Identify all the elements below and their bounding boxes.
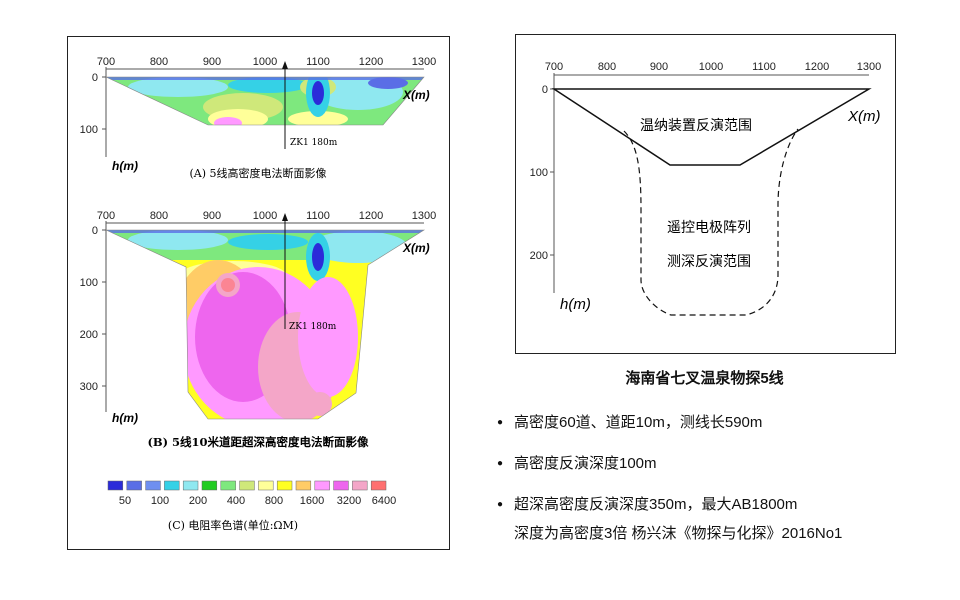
right-figure-svg: 700 800 900 1000 1100 1200 1300 0 100 20… xyxy=(530,61,881,316)
tick-label: 100 xyxy=(80,124,98,136)
borehole-label: ZK1 180m xyxy=(290,138,338,148)
right-x-ticks: 700 800 900 1000 1100 1200 1300 xyxy=(545,61,881,73)
tick-label: 800 xyxy=(150,210,168,222)
bullet-list: 高密度60道、道距10m，测线长590m 高密度反演深度100m 超深高密度反演… xyxy=(497,408,957,548)
tick-label: 1200 xyxy=(805,61,829,73)
panel-b-x-ticks: 700 800 900 1000 1100 1200 1300 xyxy=(97,210,436,222)
wenner-range-label: 温纳装置反演范围 xyxy=(640,117,752,133)
remote-array-label: 遥控电极阵列 xyxy=(667,219,751,235)
legend-swatch xyxy=(182,480,199,491)
tick-label: 900 xyxy=(203,210,221,222)
legend-swatch xyxy=(239,480,255,491)
legend-swatch xyxy=(220,480,236,491)
left-figure-svg: 700 800 900 1000 1100 1200 1300 0 100 xyxy=(80,56,437,532)
legend-labels: 50 100 200 400 800 1600 3200 6400 xyxy=(119,495,396,507)
legend-swatch xyxy=(370,480,387,491)
legend-label: 400 xyxy=(227,495,245,507)
legend-swatch xyxy=(333,480,349,491)
right-figure-caption: 海南省七叉温泉物探5线 xyxy=(625,370,784,387)
legend-label: 100 xyxy=(151,495,169,507)
left-figure-panel: 700 800 900 1000 1100 1200 1300 0 100 xyxy=(67,36,450,550)
bullet-item: 高密度60道、道距10m，测线长590m xyxy=(497,408,957,437)
tick-label: 1100 xyxy=(306,56,330,68)
remote-array-range-label: 测深反演范围 xyxy=(667,253,751,269)
legend-label: 1600 xyxy=(300,495,324,507)
borehole-label: ZK1 180m xyxy=(289,322,337,332)
tick-label: 1100 xyxy=(752,61,776,73)
tick-label: 1300 xyxy=(412,210,436,222)
panel-b-y-label: h(m) xyxy=(112,411,138,425)
tick-label: 1000 xyxy=(253,56,277,68)
legend-swatch xyxy=(126,480,142,491)
bullet-continuation: 深度为高密度3倍 杨兴沫《物探与化探》2016No1 xyxy=(514,525,843,542)
panel-a-caption: (A) 5线高密度电法断面影像 xyxy=(189,166,326,180)
legend-swatch xyxy=(314,480,330,491)
tick-label: 0 xyxy=(542,84,548,96)
legend-swatch xyxy=(201,480,218,491)
tick-label: 0 xyxy=(92,72,98,84)
wenner-range-outline xyxy=(551,88,872,166)
legend-label: 50 xyxy=(119,495,131,507)
panel-a-resistivity-image xyxy=(106,77,424,125)
tick-label: 0 xyxy=(92,225,98,237)
panel-b-caption: (B) 5线10米道距超深高密度电法断面影像 xyxy=(147,435,369,449)
panel-a-x-label: X(m) xyxy=(402,88,430,102)
bullet-text: 高密度反演深度100m xyxy=(514,455,657,472)
legend-swatch xyxy=(276,480,293,491)
bullet-text: 高密度60道、道距10m，测线长590m xyxy=(514,414,763,431)
bullet-text: 超深高密度反演深度350m，最大AB1800m xyxy=(514,496,798,513)
legend-caption: (C) 电阻率色谱(单位:ΩM) xyxy=(168,518,298,532)
tick-label: 1100 xyxy=(306,210,330,222)
tick-label: 800 xyxy=(150,56,168,68)
bullet-item: 高密度反演深度100m xyxy=(497,449,957,478)
tick-label: 1000 xyxy=(253,210,277,222)
right-y-label: h(m) xyxy=(560,296,591,313)
legend-label: 3200 xyxy=(337,495,361,507)
panel-a-x-ticks: 700 800 900 1000 1100 1200 1300 xyxy=(97,56,436,68)
legend-swatch xyxy=(107,480,124,491)
legend-swatch xyxy=(352,480,368,491)
tick-label: 200 xyxy=(530,250,548,262)
legend-swatch xyxy=(295,480,312,491)
tick-label: 1200 xyxy=(359,210,383,222)
legend-label: 200 xyxy=(189,495,207,507)
legend-swatch xyxy=(164,480,180,491)
tick-label: 900 xyxy=(650,61,668,73)
tick-label: 800 xyxy=(598,61,616,73)
tick-label: 1300 xyxy=(412,56,436,68)
right-x-label: X(m) xyxy=(847,108,881,125)
right-figure-panel: 700 800 900 1000 1100 1200 1300 0 100 20… xyxy=(515,34,896,354)
color-legend xyxy=(107,480,387,491)
tick-label: 200 xyxy=(80,329,98,341)
legend-label: 6400 xyxy=(372,495,396,507)
panel-b: 700 800 900 1000 1100 1200 1300 0 100 20… xyxy=(80,210,437,449)
panel-b-resistivity-image xyxy=(106,230,424,419)
panel-b-x-label: X(m) xyxy=(402,241,430,255)
legend-label: 800 xyxy=(265,495,283,507)
panel-a: 700 800 900 1000 1100 1200 1300 0 100 xyxy=(80,56,437,180)
tick-label: 700 xyxy=(97,210,115,222)
tick-label: 100 xyxy=(530,167,548,179)
tick-label: 300 xyxy=(80,381,98,393)
tick-label: 1000 xyxy=(699,61,723,73)
legend-swatch xyxy=(145,480,161,491)
tick-label: 900 xyxy=(203,56,221,68)
panel-a-y-label: h(m) xyxy=(112,159,138,173)
tick-label: 1200 xyxy=(359,56,383,68)
tick-label: 1300 xyxy=(857,61,881,73)
bullet-item: 超深高密度反演深度350m，最大AB1800m 深度为高密度3倍 杨兴沫《物探与… xyxy=(497,490,957,548)
tick-label: 700 xyxy=(97,56,115,68)
tick-label: 100 xyxy=(80,277,98,289)
tick-label: 700 xyxy=(545,61,563,73)
legend-swatch xyxy=(258,480,274,491)
